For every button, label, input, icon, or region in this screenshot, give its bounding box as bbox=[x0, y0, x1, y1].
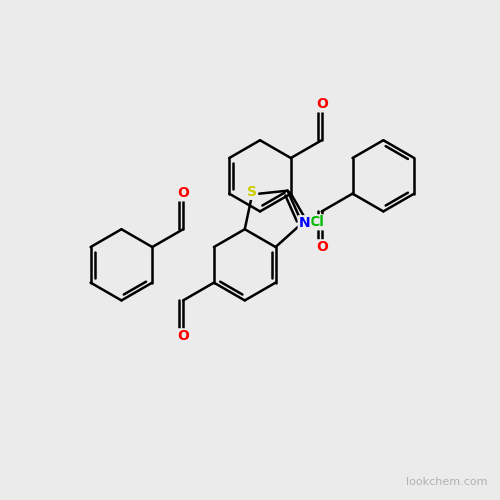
Text: O: O bbox=[316, 240, 328, 254]
Text: O: O bbox=[177, 186, 189, 200]
Text: O: O bbox=[177, 330, 189, 344]
Text: Cl: Cl bbox=[310, 216, 324, 230]
Text: O: O bbox=[316, 98, 328, 112]
Text: lookchem.com: lookchem.com bbox=[406, 478, 487, 488]
Text: S: S bbox=[247, 185, 257, 199]
Text: N: N bbox=[298, 216, 310, 230]
